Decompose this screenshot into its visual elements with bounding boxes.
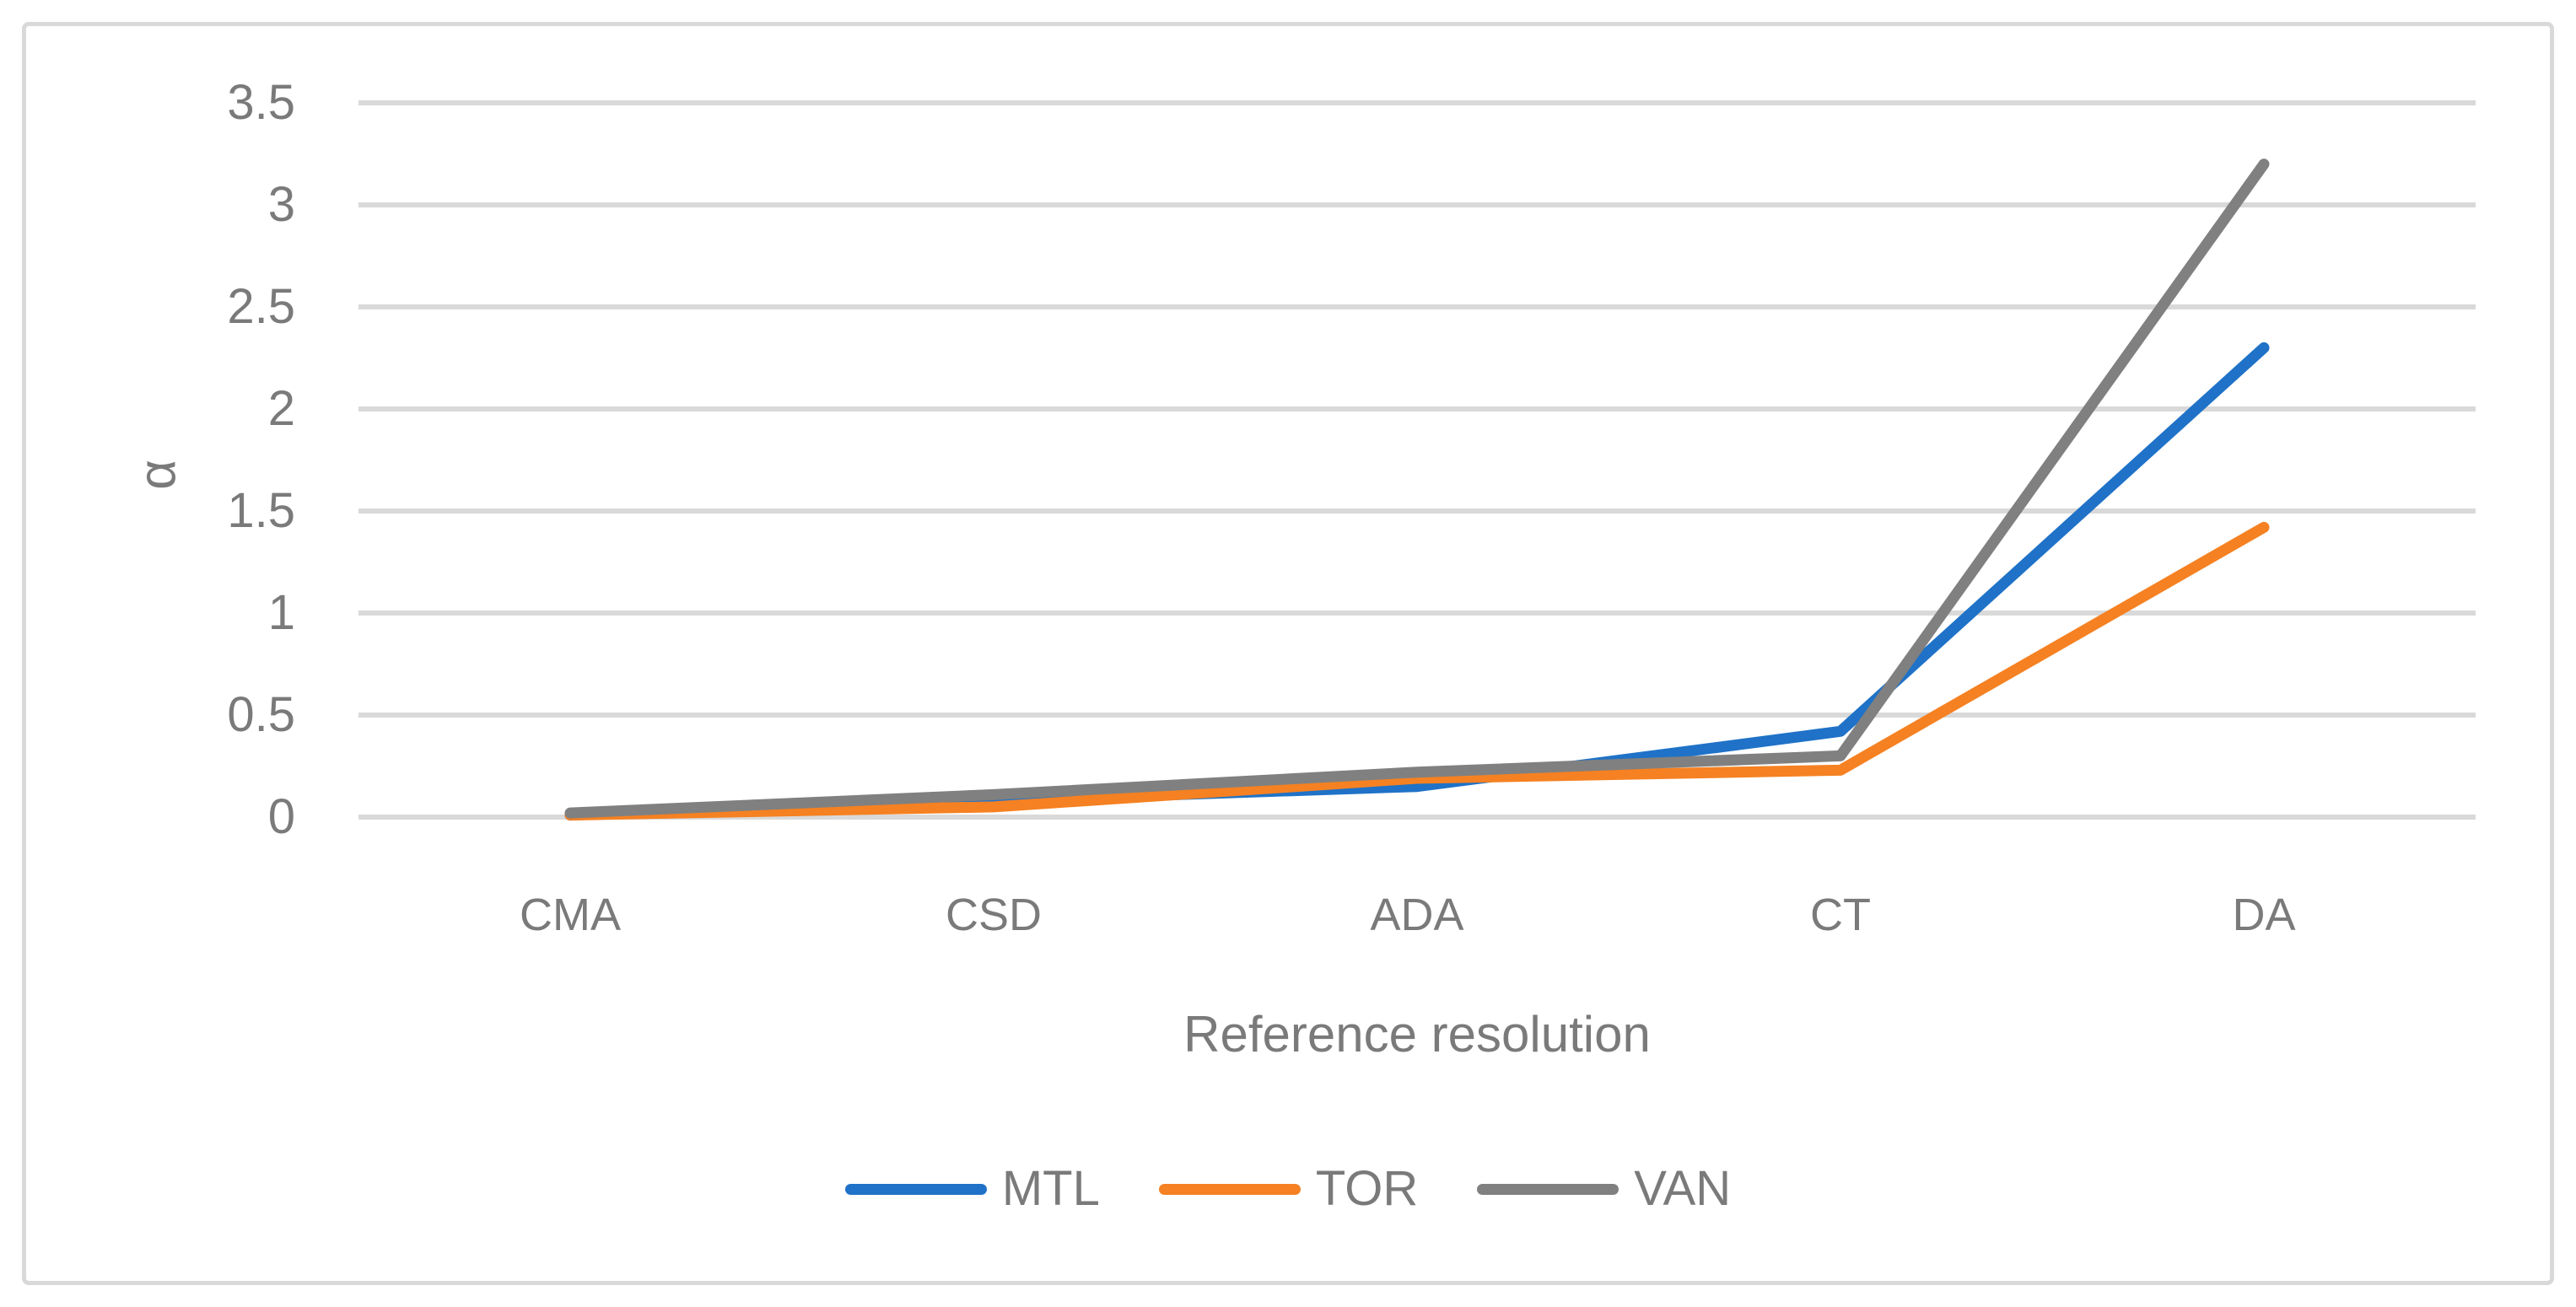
y-tick-label-1.5: 1.5 <box>227 483 295 538</box>
x-category-label-csd: CSD <box>945 890 1042 940</box>
x-category-label-da: DA <box>2232 890 2296 940</box>
series-line-mtl <box>564 342 2270 821</box>
legend: MTL TOR VAN <box>0 1157 2576 1221</box>
legend-label-mtl: MTL <box>1001 1161 1100 1216</box>
legend-swatch-van <box>1477 1183 1619 1195</box>
y-tick-label-0.5: 0.5 <box>227 687 295 742</box>
legend-label-tor: TOR <box>1315 1161 1419 1216</box>
legend-item-mtl: MTL <box>844 1157 1100 1221</box>
y-tick-label-3.5: 3.5 <box>227 75 295 130</box>
y-tick-label-0: 0 <box>267 789 295 844</box>
legend-swatch-mtl <box>844 1183 987 1195</box>
x-category-label-ct: CT <box>1810 890 1871 940</box>
x-axis-title: Reference resolution <box>1183 1006 1651 1062</box>
y-tick-label-2: 2 <box>267 381 295 436</box>
y-tick-label-3: 3 <box>267 177 295 232</box>
y-axis-title-text: α <box>128 460 186 490</box>
legend-item-tor: TOR <box>1158 1157 1419 1221</box>
legend-item-van: VAN <box>1477 1157 1731 1221</box>
x-category-label-ada: ADA <box>1370 890 1464 940</box>
figure-border <box>22 22 2554 1285</box>
series-line-van <box>564 159 2270 819</box>
legend-label-van: VAN <box>1634 1161 1732 1216</box>
y-tick-label-2.5: 2.5 <box>227 279 295 334</box>
legend-swatch-tor <box>1158 1183 1301 1195</box>
series-line-tor <box>564 521 2270 821</box>
y-tick-label-1: 1 <box>267 585 295 640</box>
x-category-label-cma: CMA <box>520 890 621 940</box>
